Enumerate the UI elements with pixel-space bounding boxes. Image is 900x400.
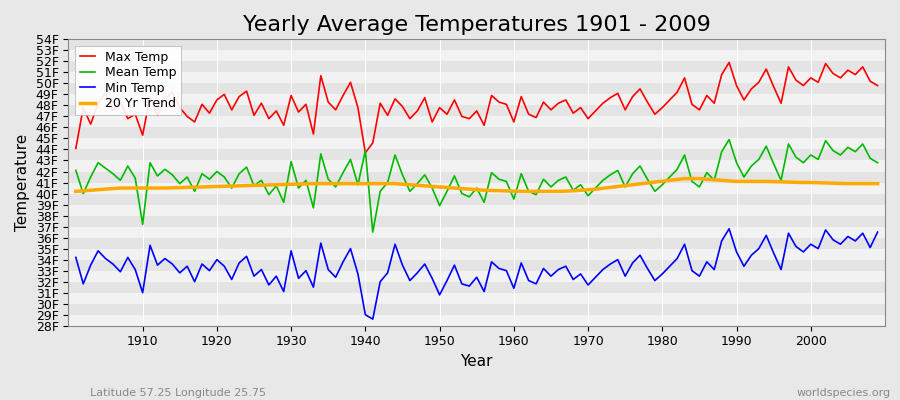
Bar [68, 315, 885, 326]
Text: worldspecies.org: worldspecies.org [796, 388, 891, 398]
Bar [68, 204, 885, 216]
20 Yr Trend [338, 181, 348, 186]
Bar [68, 282, 885, 293]
Text: Latitude 57.25 Longitude 25.75: Latitude 57.25 Longitude 25.75 [90, 388, 266, 398]
Max Temp [130, 112, 140, 117]
Max Temp [360, 150, 371, 155]
Bar [68, 128, 885, 138]
Bar [68, 150, 885, 160]
Bar [68, 226, 885, 238]
Mean Temp [724, 137, 734, 142]
Bar [68, 238, 885, 249]
20 Yr Trend [598, 186, 608, 191]
Max Temp [872, 83, 883, 88]
Max Temp [293, 110, 304, 114]
Bar [68, 304, 885, 315]
Mean Temp [516, 171, 526, 176]
Bar [68, 61, 885, 72]
Bar [68, 94, 885, 106]
Min Temp [130, 267, 140, 272]
Mean Temp [130, 176, 140, 180]
Title: Yearly Average Temperatures 1901 - 2009: Yearly Average Temperatures 1901 - 2009 [243, 15, 711, 35]
Line: Min Temp: Min Temp [76, 229, 878, 319]
Bar [68, 39, 885, 50]
Max Temp [605, 95, 616, 100]
Bar [68, 260, 885, 271]
Max Temp [508, 120, 519, 124]
Bar [68, 293, 885, 304]
Min Temp [516, 260, 526, 265]
20 Yr Trend [680, 176, 690, 181]
Line: Max Temp: Max Temp [76, 62, 878, 153]
Bar [68, 106, 885, 116]
Min Temp [508, 286, 519, 291]
Bar [68, 83, 885, 94]
Max Temp [724, 60, 734, 65]
20 Yr Trend [293, 182, 304, 186]
Bar [68, 72, 885, 83]
Bar [68, 50, 885, 61]
Bar [68, 216, 885, 226]
Mean Temp [605, 172, 616, 177]
Min Temp [724, 226, 734, 231]
Bar [68, 138, 885, 150]
Bar [68, 160, 885, 172]
Max Temp [516, 94, 526, 99]
Max Temp [70, 146, 81, 151]
Bar [68, 116, 885, 128]
20 Yr Trend [70, 189, 81, 194]
Min Temp [367, 317, 378, 322]
Bar [68, 271, 885, 282]
Max Temp [338, 93, 348, 98]
Min Temp [872, 230, 883, 234]
20 Yr Trend [501, 188, 512, 193]
Mean Temp [338, 170, 348, 175]
20 Yr Trend [130, 186, 140, 190]
Bar [68, 172, 885, 182]
Mean Temp [70, 168, 81, 173]
Min Temp [70, 255, 81, 260]
20 Yr Trend [508, 189, 519, 194]
Bar [68, 249, 885, 260]
Mean Temp [872, 160, 883, 165]
Mean Temp [293, 186, 304, 190]
Min Temp [293, 276, 304, 281]
Legend: Max Temp, Mean Temp, Min Temp, 20 Yr Trend: Max Temp, Mean Temp, Min Temp, 20 Yr Tre… [75, 46, 181, 115]
Y-axis label: Temperature: Temperature [15, 134, 30, 231]
Bar [68, 182, 885, 194]
20 Yr Trend [872, 181, 883, 186]
Bar [68, 194, 885, 204]
Mean Temp [508, 197, 519, 202]
Line: 20 Yr Trend: 20 Yr Trend [76, 178, 878, 191]
Min Temp [338, 260, 348, 264]
Mean Temp [367, 230, 378, 234]
Line: Mean Temp: Mean Temp [76, 140, 878, 232]
Min Temp [605, 262, 616, 266]
X-axis label: Year: Year [461, 354, 493, 369]
